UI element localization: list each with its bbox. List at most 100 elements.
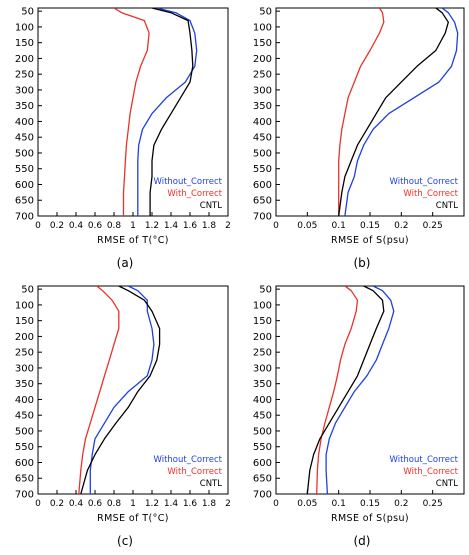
x-tick-label: 1.8: [202, 499, 217, 509]
x-tick-label: 0: [35, 499, 41, 509]
y-tick-label: 250: [253, 70, 272, 81]
y-tick-label: 600: [253, 180, 272, 191]
series-line-with: [338, 8, 385, 216]
x-tick-label: 0.15: [360, 499, 380, 509]
x-tick-label: 1.6: [183, 499, 198, 509]
y-tick-label: 500: [15, 148, 34, 159]
x-tick-label: 0.1: [332, 221, 346, 231]
y-tick-label: 250: [253, 348, 272, 359]
x-axis-label: RMSE of T(°C): [97, 235, 169, 246]
x-tick-label: 1.2: [145, 499, 159, 509]
x-tick-label: 1.4: [164, 499, 179, 509]
x-tick-label: 0: [273, 221, 279, 231]
y-tick-label: 700: [253, 490, 272, 501]
series-line-cntl: [80, 286, 161, 494]
chart-panel-4: 50 100 150 200 250 300 350 400 450 500 550 600 650 70…: [253, 285, 465, 548]
series-line-with: [113, 8, 150, 216]
legend-entry-cntl: CNTL: [200, 479, 222, 489]
legend-entry-with: With_Correct: [403, 467, 458, 477]
y-tick-label: 200: [15, 332, 34, 343]
legend-entry-cntl: CNTL: [200, 201, 222, 211]
series-line-with: [316, 286, 359, 494]
x-tick-label: 0.2: [394, 221, 408, 231]
x-tick-label: 0.15: [360, 221, 380, 231]
legend-entry-without: Without_Correct: [154, 455, 223, 465]
y-tick-label: 50: [21, 7, 34, 18]
y-tick-label: 100: [15, 300, 34, 311]
x-tick-label: 1.6: [183, 221, 198, 231]
chart-panel-1: 50 100 150 200 250 300 350 400 450 500 550 600 650 70…: [15, 7, 231, 270]
y-tick-label: 150: [253, 38, 272, 49]
legend-entry-without: Without_Correct: [390, 177, 459, 187]
y-tick-label: 550: [15, 164, 34, 175]
y-tick-label: 350: [253, 379, 272, 390]
y-tick-label: 150: [15, 316, 34, 327]
legend-entry-cntl: CNTL: [436, 201, 458, 211]
series-line-with: [78, 286, 120, 494]
x-tick-label: 1.8: [202, 221, 217, 231]
y-tick-label: 50: [259, 7, 272, 18]
panel-label: (d): [354, 534, 371, 548]
y-tick-label: 50: [21, 285, 34, 296]
x-tick-label: 0.25: [423, 499, 443, 509]
x-tick-label: 0.2: [394, 499, 408, 509]
x-tick-label: 1: [130, 221, 136, 231]
x-tick-label: 0.4: [69, 499, 84, 509]
y-tick-label: 700: [253, 212, 272, 223]
y-tick-label: 550: [253, 164, 272, 175]
x-tick-label: 0.05: [297, 221, 317, 231]
y-tick-label: 350: [15, 101, 34, 112]
panel-label: (a): [117, 256, 134, 270]
series-line-without: [344, 8, 459, 216]
y-tick-label: 450: [253, 411, 272, 422]
series-line-without: [137, 8, 198, 216]
y-tick-label: 600: [15, 458, 34, 469]
y-tick-label: 300: [253, 85, 272, 96]
series-line-cntl: [306, 286, 385, 494]
x-tick-label: 1.2: [145, 221, 159, 231]
y-tick-label: 550: [15, 442, 34, 453]
y-tick-label: 100: [15, 22, 34, 33]
x-tick-label: 0.8: [107, 221, 122, 231]
y-tick-label: 500: [253, 426, 272, 437]
legend-entry-cntl: CNTL: [436, 479, 458, 489]
y-tick-label: 100: [253, 300, 272, 311]
x-tick-label: 2: [225, 499, 231, 509]
x-axis-label: RMSE of S(psu): [331, 513, 409, 524]
y-tick-label: 400: [253, 117, 272, 128]
y-tick-label: 150: [15, 38, 34, 49]
x-tick-label: 0.4: [69, 221, 84, 231]
y-tick-label: 500: [15, 426, 34, 437]
x-tick-label: 0.1: [332, 499, 346, 509]
y-tick-label: 200: [253, 332, 272, 343]
y-tick-label: 200: [15, 54, 34, 65]
y-tick-label: 300: [15, 85, 34, 96]
y-tick-label: 450: [15, 133, 34, 144]
y-tick-label: 450: [15, 411, 34, 422]
legend-entry-with: With_Correct: [167, 189, 222, 199]
x-tick-label: 2: [225, 221, 231, 231]
y-tick-label: 500: [253, 148, 272, 159]
y-tick-label: 250: [15, 70, 34, 81]
x-tick-label: 0.2: [50, 221, 64, 231]
y-tick-label: 550: [253, 442, 272, 453]
legend-entry-without: Without_Correct: [154, 177, 223, 187]
x-tick-label: 0.6: [88, 221, 103, 231]
y-tick-label: 600: [15, 180, 34, 191]
legend-entry-without: Without_Correct: [390, 455, 459, 465]
y-tick-label: 350: [15, 379, 34, 390]
x-tick-label: 0.6: [88, 499, 103, 509]
y-tick-label: 650: [253, 196, 272, 207]
x-tick-label: 1: [130, 499, 136, 509]
y-tick-label: 250: [15, 348, 34, 359]
y-tick-label: 650: [15, 196, 34, 207]
x-axis-label: RMSE of S(psu): [331, 235, 409, 246]
x-tick-label: 0: [35, 221, 41, 231]
y-tick-label: 600: [253, 458, 272, 469]
chart-panel-2: 50 100 150 200 250 300 350 400 450 500 550 600 650 70…: [253, 7, 465, 270]
series-line-without: [325, 286, 395, 494]
y-tick-label: 450: [253, 133, 272, 144]
y-tick-label: 200: [253, 54, 272, 65]
